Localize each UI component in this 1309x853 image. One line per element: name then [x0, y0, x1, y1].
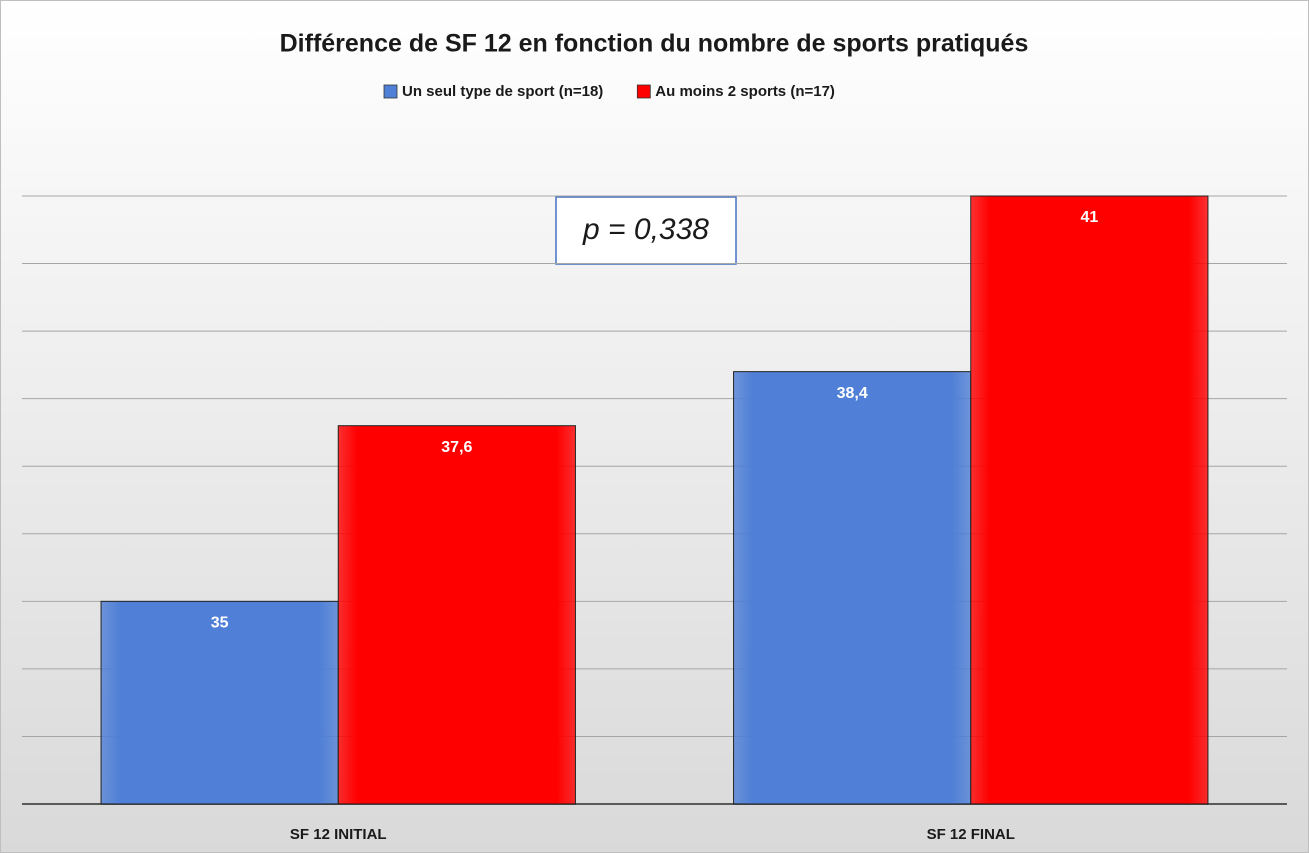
x-tick-label: SF 12 FINAL	[927, 826, 1015, 843]
annotation: p = 0,338	[582, 213, 709, 246]
chart-title: Différence de SF 12 en fonction du nombr…	[280, 30, 1029, 58]
data-label: 37,6	[441, 439, 472, 456]
x-tick-label: SF 12 INITIAL	[290, 826, 387, 843]
bar	[337, 425, 576, 805]
legend-label: Un seul type de sport (n=18)	[402, 83, 603, 100]
legend-swatch	[636, 84, 651, 99]
legend-swatch	[383, 84, 398, 99]
data-label: 41	[1080, 209, 1098, 226]
legend-label: Au moins 2 sports (n=17)	[655, 83, 835, 100]
annotation-box	[555, 196, 737, 265]
bar	[733, 371, 972, 805]
bar	[100, 600, 339, 805]
bar	[970, 195, 1209, 805]
data-label: 35	[211, 615, 229, 632]
data-label: 38,4	[837, 385, 868, 402]
